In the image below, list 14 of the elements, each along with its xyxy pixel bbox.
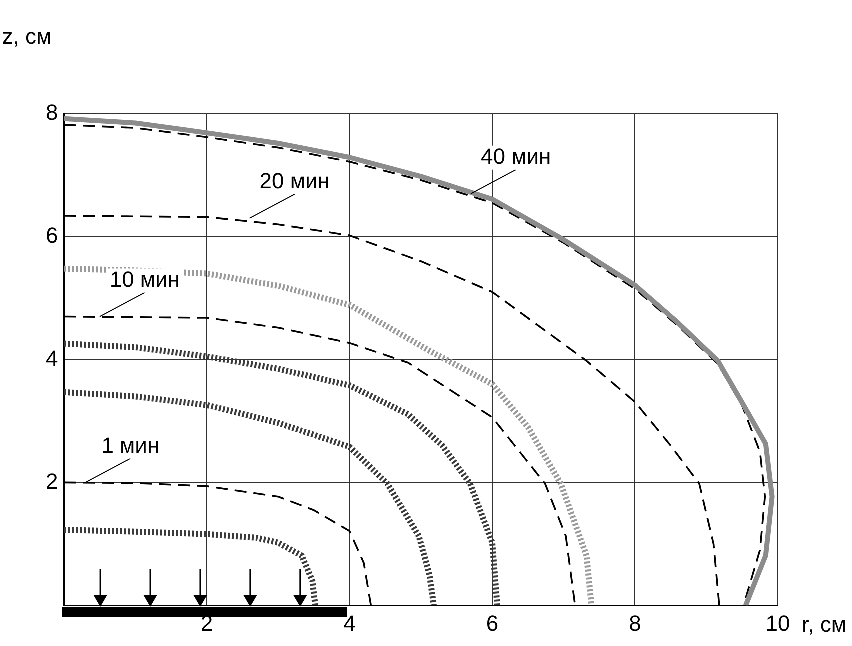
x-tick-label: 8 [629,610,642,636]
annotation: 20 мин [260,168,330,194]
y-tick-label: 2 [46,468,58,494]
x-axis-title: r, см [802,612,846,638]
annotation: 10 мин [110,266,180,292]
x-tick-label: 4 [344,610,356,636]
y-tick-label: 6 [46,222,58,248]
y-axis-title: z, см [2,24,52,50]
annotation: 1 мин [102,432,160,458]
y-tick-label: 4 [46,346,58,371]
annotation: 40 мин [481,144,552,169]
x-tick-label: 6 [486,610,499,636]
x-tick-label: 10 [766,610,790,636]
y-tick-label: 8 [46,100,58,126]
